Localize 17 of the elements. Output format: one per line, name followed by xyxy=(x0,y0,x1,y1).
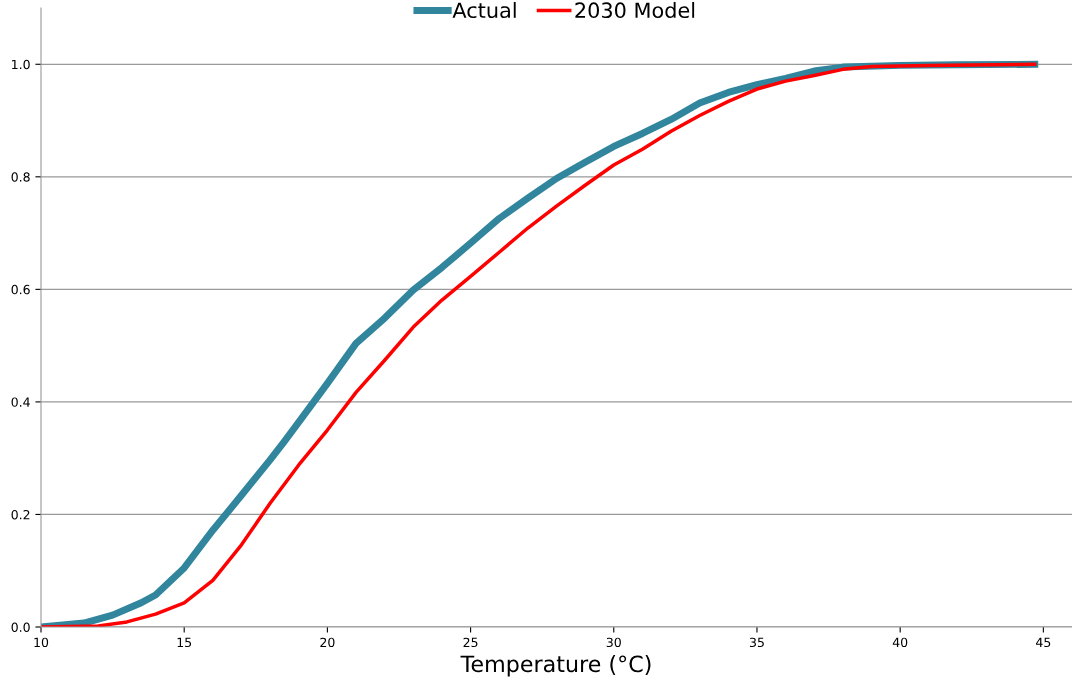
x-tick-label: 30 xyxy=(606,637,621,648)
x-tick-label: 10 xyxy=(34,637,49,648)
legend-label: 2030 Model xyxy=(575,1,695,19)
y-tick-label: 0.8 xyxy=(11,172,30,182)
y-tick-label: 0.0 xyxy=(11,622,30,632)
legend-label: Actual xyxy=(452,1,516,19)
y-tick-label: 1.0 xyxy=(12,59,30,70)
x-tick-label: 35 xyxy=(749,637,764,648)
x-axis-title: Temperature (°C) xyxy=(460,655,651,677)
x-tick-label: 25 xyxy=(463,637,478,648)
x-tick-label: 20 xyxy=(320,637,335,648)
y-tick-label: 0.6 xyxy=(11,284,30,295)
y-tick-label: 0.2 xyxy=(11,509,30,520)
x-tick-label: 15 xyxy=(177,637,192,648)
x-tick-label: 40 xyxy=(892,637,908,648)
x-tick-label: 45 xyxy=(1036,637,1051,648)
y-tick-label: 0.4 xyxy=(11,397,30,407)
